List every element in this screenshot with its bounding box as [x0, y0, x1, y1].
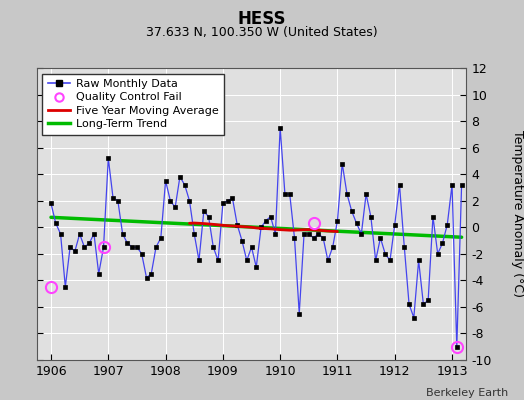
Text: Berkeley Earth: Berkeley Earth [426, 388, 508, 398]
Text: HESS: HESS [238, 10, 286, 28]
Text: 37.633 N, 100.350 W (United States): 37.633 N, 100.350 W (United States) [146, 26, 378, 39]
Legend: Raw Monthly Data, Quality Control Fail, Five Year Moving Average, Long-Term Tren: Raw Monthly Data, Quality Control Fail, … [42, 74, 224, 135]
Y-axis label: Temperature Anomaly (°C): Temperature Anomaly (°C) [511, 130, 524, 298]
